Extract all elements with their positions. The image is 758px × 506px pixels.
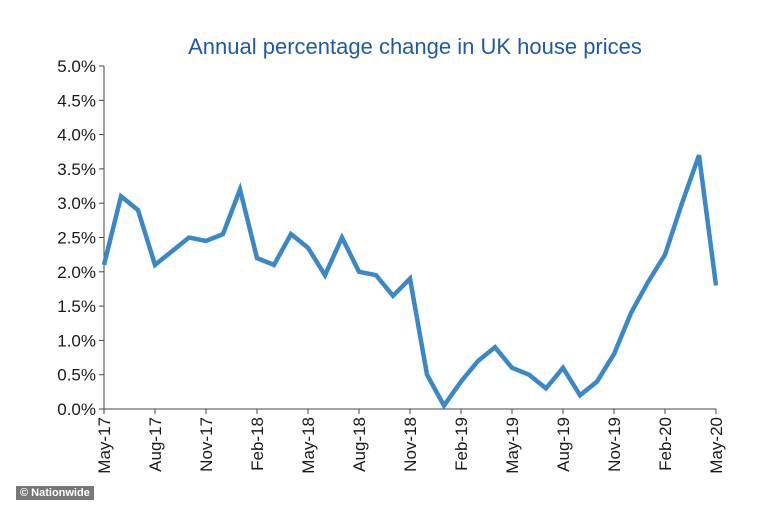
x-tick-label: May-17 (95, 417, 114, 474)
x-tick-label: May-18 (299, 417, 318, 474)
x-tick-label: Nov-18 (401, 417, 420, 472)
y-tick-label: 3.5% (57, 160, 96, 179)
x-tick-label: Nov-17 (197, 417, 216, 472)
y-tick-label: 5.0% (57, 57, 96, 76)
x-tick-label: Feb-18 (248, 417, 267, 471)
series-line (101, 154, 719, 410)
y-tick-label: 1.5% (57, 297, 96, 316)
x-tick-label: Nov-19 (605, 417, 624, 472)
x-tick-label: May-19 (503, 417, 522, 474)
y-axis: 0.0% 0.5% 1.0% 1.5% 2.0% 2.5% 3.0% 3.5% 4.0% 4.5%… (57, 57, 105, 419)
credit-badge: © Nationwide (16, 486, 94, 500)
chart-title: Annual percentage change in UK house pri… (188, 34, 642, 59)
x-axis: May-17 Aug-17 Nov-17 Feb-18 May-18 Aug-18 Nov-… (95, 408, 726, 474)
y-tick-label: 1.0% (57, 331, 96, 350)
x-tick-label: Feb-20 (656, 417, 675, 471)
y-tick-label: 4.5% (57, 91, 96, 110)
x-tick-label: Aug-19 (554, 417, 573, 472)
x-tick-label: Feb-19 (452, 417, 471, 471)
y-tick-label: 0.5% (57, 366, 96, 385)
x-tick-label: Aug-17 (146, 417, 165, 472)
plot-area (101, 154, 719, 410)
x-tick-label: Aug-18 (350, 417, 369, 472)
x-tick-label: May-20 (707, 417, 726, 474)
y-tick-label: 2.0% (57, 263, 96, 282)
y-tick-label: 2.5% (57, 229, 96, 248)
y-tick-label: 0.0% (57, 400, 96, 419)
y-tick-label: 4.0% (57, 126, 96, 145)
y-tick-label: 3.0% (57, 194, 96, 213)
